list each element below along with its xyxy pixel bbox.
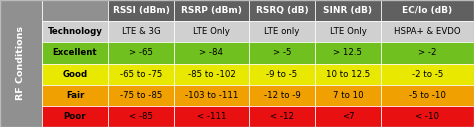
Text: -85 to -102: -85 to -102 — [188, 70, 236, 79]
Bar — [108, 0, 174, 21]
Text: RSRQ (dB): RSRQ (dB) — [255, 6, 308, 15]
Text: -9 to -5: -9 to -5 — [266, 70, 298, 79]
Bar — [108, 85, 174, 106]
Text: Excellent: Excellent — [53, 48, 97, 57]
Text: -2 to -5: -2 to -5 — [412, 70, 443, 79]
Bar — [315, 64, 381, 85]
Text: LTE only: LTE only — [264, 27, 300, 36]
Text: 7 to 10: 7 to 10 — [333, 91, 363, 100]
Text: < -85: < -85 — [129, 112, 153, 121]
Bar — [108, 106, 174, 127]
Bar — [315, 0, 381, 21]
Text: Good: Good — [63, 70, 88, 79]
Bar — [174, 106, 249, 127]
Bar — [315, 21, 381, 42]
Text: HSPA+ & EVDO: HSPA+ & EVDO — [394, 27, 461, 36]
Text: LTE & 3G: LTE & 3G — [122, 27, 160, 36]
Bar — [249, 106, 315, 127]
Text: < -111: < -111 — [197, 112, 226, 121]
Bar — [249, 85, 315, 106]
Text: LTE Only: LTE Only — [193, 27, 230, 36]
Text: SINR (dB): SINR (dB) — [323, 6, 373, 15]
Bar — [315, 106, 381, 127]
Bar — [174, 21, 249, 42]
Bar — [174, 85, 249, 106]
Bar — [174, 42, 249, 64]
Bar — [174, 0, 249, 21]
Text: > -84: > -84 — [200, 48, 224, 57]
Text: LTE Only: LTE Only — [329, 27, 366, 36]
Bar — [315, 85, 381, 106]
Bar — [42, 21, 108, 42]
Text: > -2: > -2 — [418, 48, 437, 57]
Bar — [381, 106, 474, 127]
Bar — [249, 42, 315, 64]
Text: > -65: > -65 — [129, 48, 153, 57]
Bar — [381, 42, 474, 64]
Text: -75 to -85: -75 to -85 — [120, 91, 162, 100]
Bar — [174, 64, 249, 85]
Bar — [108, 42, 174, 64]
Bar — [249, 64, 315, 85]
Text: Poor: Poor — [64, 112, 86, 121]
Text: -12 to -9: -12 to -9 — [264, 91, 301, 100]
Text: RF Conditions: RF Conditions — [17, 27, 26, 100]
Text: -103 to -111: -103 to -111 — [185, 91, 238, 100]
Bar — [42, 0, 108, 21]
Text: > -5: > -5 — [273, 48, 291, 57]
Bar — [0, 0, 42, 127]
Bar — [249, 21, 315, 42]
Bar — [42, 85, 108, 106]
Text: Technology: Technology — [47, 27, 102, 36]
Text: Fair: Fair — [66, 91, 84, 100]
Text: <7: <7 — [342, 112, 354, 121]
Text: < -10: < -10 — [416, 112, 439, 121]
Bar — [108, 21, 174, 42]
Bar — [381, 64, 474, 85]
Bar — [381, 21, 474, 42]
Text: -5 to -10: -5 to -10 — [409, 91, 446, 100]
Bar — [315, 42, 381, 64]
Text: 10 to 12.5: 10 to 12.5 — [326, 70, 370, 79]
Bar — [381, 85, 474, 106]
Bar — [42, 42, 108, 64]
Text: EC/Io (dB): EC/Io (dB) — [402, 6, 453, 15]
Text: RSSI (dBm): RSSI (dBm) — [112, 6, 169, 15]
Bar — [381, 0, 474, 21]
Text: < -12: < -12 — [270, 112, 294, 121]
Bar — [108, 64, 174, 85]
Text: > 12.5: > 12.5 — [334, 48, 363, 57]
Text: -65 to -75: -65 to -75 — [120, 70, 162, 79]
Text: RSRP (dBm): RSRP (dBm) — [181, 6, 242, 15]
Bar — [249, 0, 315, 21]
Bar — [42, 64, 108, 85]
Bar — [42, 106, 108, 127]
